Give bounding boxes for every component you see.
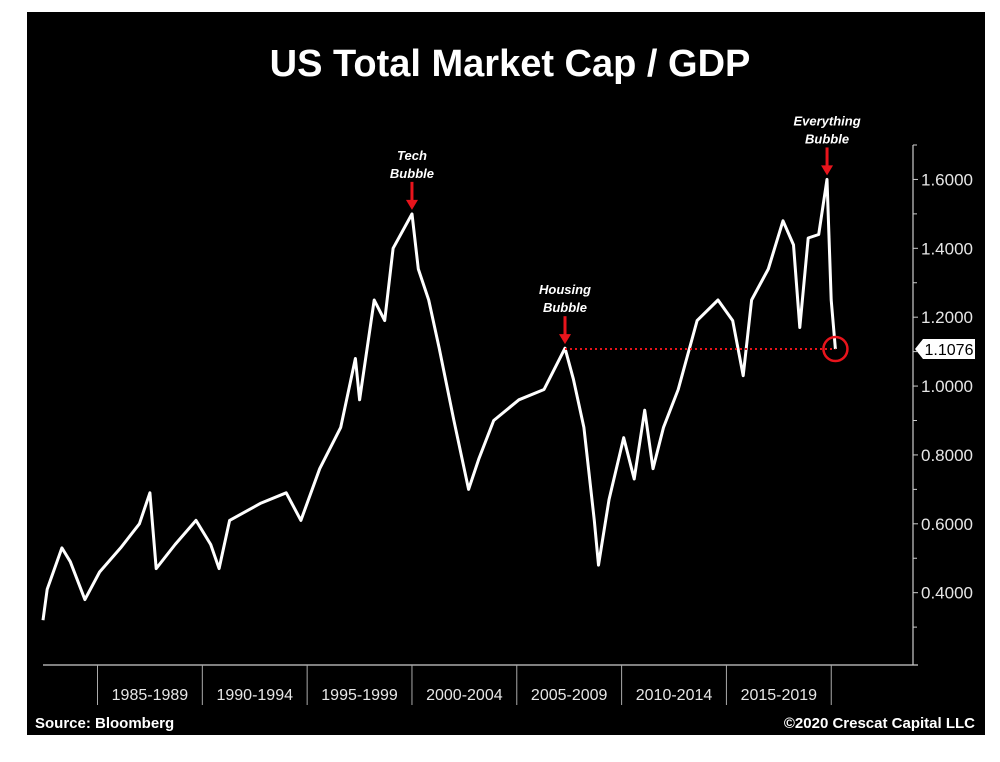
last-value-badge — [915, 339, 975, 360]
annotation-arrowhead — [405, 199, 418, 210]
y-tick-label: 1.6000 — [921, 170, 973, 189]
annotation-arrowhead — [821, 165, 834, 176]
current-value-circle — [822, 335, 849, 363]
y-tick-label: 1.2000 — [921, 308, 973, 327]
annotation-label: Bubble — [805, 131, 849, 146]
chart-title: US Total Market Cap / GDP — [270, 43, 751, 85]
x-tick-label: 2015-2019 — [741, 687, 818, 704]
x-tick-label: 1995-1999 — [321, 687, 398, 704]
y-tick-label: 1.0000 — [921, 377, 973, 396]
x-tick-label: 2005-2009 — [531, 687, 608, 704]
x-tick-label: 1990-1994 — [216, 687, 293, 704]
source-label: Source: Bloomberg — [35, 715, 174, 732]
annotation-label: Bubble — [543, 300, 587, 315]
y-tick-label: 0.6000 — [921, 515, 973, 534]
y-tick-label: 0.8000 — [921, 446, 973, 465]
annotation-label: Everything — [793, 113, 860, 128]
y-tick-label: 1.4000 — [921, 239, 973, 258]
chart-background — [27, 12, 985, 735]
last-value-label: 1.1076 — [925, 342, 974, 359]
x-tick-label: 2000-2004 — [426, 687, 503, 704]
y-tick-label: 0.4000 — [921, 584, 973, 603]
annotation-label: Housing — [539, 282, 591, 297]
x-tick-label: 1985-1989 — [112, 687, 189, 704]
market-cap-gdp-line — [41, 177, 837, 621]
copyright-label: ©2020 Crescat Capital LLC — [784, 715, 975, 732]
x-tick-label: 2010-2014 — [636, 687, 713, 704]
annotation-label: Bubble — [390, 166, 434, 181]
annotation-arrowhead — [559, 334, 571, 345]
annotation-label: Tech — [397, 148, 427, 163]
